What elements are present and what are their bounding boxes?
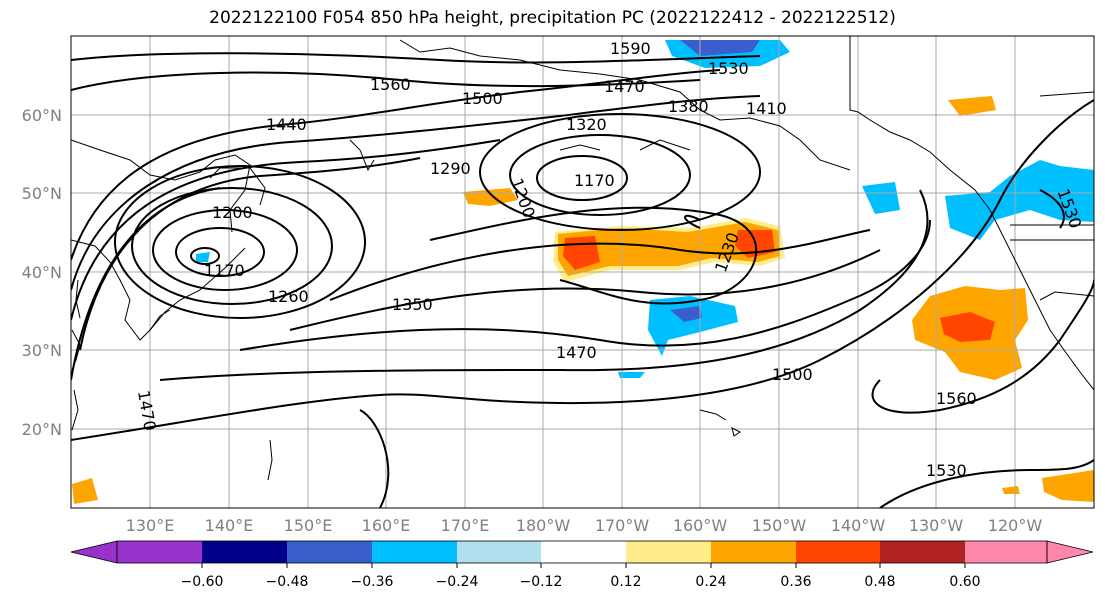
precip-positive-patch bbox=[948, 96, 996, 116]
contour-label: 1530 bbox=[926, 461, 967, 480]
contour-label: 1260 bbox=[268, 287, 309, 306]
colorbar: −0.60 −0.48 −0.36 −0.24 −0.12 0.12 0.24 … bbox=[70, 540, 1094, 590]
precip-positive-patch bbox=[72, 478, 98, 504]
latitude-labels: 60°N 50°N 40°N 30°N 20°N bbox=[22, 106, 62, 439]
colorbar-segment bbox=[287, 541, 372, 563]
lon-label: 130°W bbox=[909, 516, 964, 535]
lon-label: 160°E bbox=[362, 516, 411, 535]
contour-label: 1200 bbox=[212, 203, 253, 222]
colorbar-tick-label: −0.12 bbox=[520, 574, 563, 590]
lon-label: 150°W bbox=[752, 516, 807, 535]
colorbar-extend-high bbox=[1046, 540, 1094, 564]
lon-label: 150°E bbox=[284, 516, 333, 535]
colorbar-tick-label: 0.48 bbox=[864, 574, 895, 590]
contour-label: 1470 bbox=[556, 343, 597, 362]
precip-negative-patch bbox=[945, 160, 1094, 240]
lat-label: 20°N bbox=[22, 420, 62, 439]
contour-label: 1170 bbox=[574, 171, 615, 190]
colorbar-tick-label: −0.48 bbox=[266, 574, 309, 590]
contour-labels: 1590 1530 1560 1470 1500 1440 1380 1410 … bbox=[134, 39, 1085, 480]
colorbar-tick-label: −0.36 bbox=[351, 574, 394, 590]
contour-label: 1290 bbox=[430, 159, 471, 178]
precip-negative-patch bbox=[618, 372, 645, 378]
contour-label: 1350 bbox=[392, 295, 433, 314]
colorbar-segment bbox=[372, 541, 457, 563]
precip-negative-patch bbox=[648, 296, 738, 356]
colorbar-tick-label: 0.12 bbox=[610, 574, 641, 590]
colorbar-ticks: −0.60 −0.48 −0.36 −0.24 −0.12 0.12 0.24 … bbox=[181, 563, 981, 590]
colorbar-tick-label: 0.24 bbox=[695, 574, 726, 590]
lon-label: 130°E bbox=[126, 516, 175, 535]
contour-label: 1500 bbox=[462, 89, 503, 108]
lon-label: 140°W bbox=[831, 516, 886, 535]
colorbar-segment bbox=[880, 541, 965, 563]
lon-label: 140°E bbox=[205, 516, 254, 535]
colorbar-tick-label: 0.36 bbox=[780, 574, 811, 590]
lat-label: 60°N bbox=[22, 106, 62, 125]
colorbar-tick-label: 0.60 bbox=[949, 574, 980, 590]
lon-label: 180°W bbox=[516, 516, 571, 535]
map-title: 2022122100 F054 850 hPa height, precipit… bbox=[209, 8, 896, 28]
colorbar-tick-label: −0.60 bbox=[181, 574, 224, 590]
coastlines bbox=[71, 36, 1094, 481]
lon-label: 160°W bbox=[673, 516, 728, 535]
contour-label: 1560 bbox=[370, 75, 411, 94]
colorbar-segment bbox=[626, 541, 711, 563]
lon-label: 170°W bbox=[595, 516, 650, 535]
contour-label: 1590 bbox=[610, 39, 651, 58]
colorbar-segment bbox=[965, 541, 1047, 563]
colorbar-extend-low bbox=[70, 540, 118, 564]
gridlines bbox=[71, 36, 1094, 508]
contour-label: 1560 bbox=[936, 389, 977, 408]
colorbar-segment bbox=[202, 541, 287, 563]
precip-positive-patch bbox=[1042, 470, 1094, 502]
lon-label: 120°W bbox=[988, 516, 1043, 535]
colorbar-segment bbox=[117, 541, 202, 563]
precip-positive-patch bbox=[940, 312, 995, 342]
colorbar-tick-label: −0.24 bbox=[436, 574, 479, 590]
contour-label: 1380 bbox=[668, 97, 709, 116]
longitude-labels: 130°E 140°E 150°E 160°E 170°E 180°W 170°… bbox=[126, 516, 1043, 535]
contour-label: 1410 bbox=[746, 99, 787, 118]
contour-label: 1470 bbox=[604, 77, 645, 96]
height-contours bbox=[71, 52, 1094, 508]
lat-label: 40°N bbox=[22, 263, 62, 282]
lat-label: 50°N bbox=[22, 184, 62, 203]
contour-label: 1170 bbox=[204, 261, 245, 280]
colorbar-frame bbox=[116, 540, 1048, 564]
lat-label: 30°N bbox=[22, 341, 62, 360]
precip-negative-patch bbox=[862, 182, 900, 214]
colorbar-segment bbox=[541, 541, 626, 563]
colorbar-segment bbox=[796, 541, 880, 563]
lon-label: 170°E bbox=[441, 516, 490, 535]
colorbar-segment bbox=[457, 541, 541, 563]
precip-negative-patch bbox=[196, 252, 210, 262]
contour-label: 1440 bbox=[266, 115, 307, 134]
colorbar-segment bbox=[711, 541, 796, 563]
contour-label: 1500 bbox=[772, 365, 813, 384]
map-frame bbox=[70, 35, 1095, 509]
contour-label: 1320 bbox=[566, 115, 607, 134]
contour-label: 1530 bbox=[708, 59, 749, 78]
precip-negative-patch bbox=[670, 306, 702, 322]
